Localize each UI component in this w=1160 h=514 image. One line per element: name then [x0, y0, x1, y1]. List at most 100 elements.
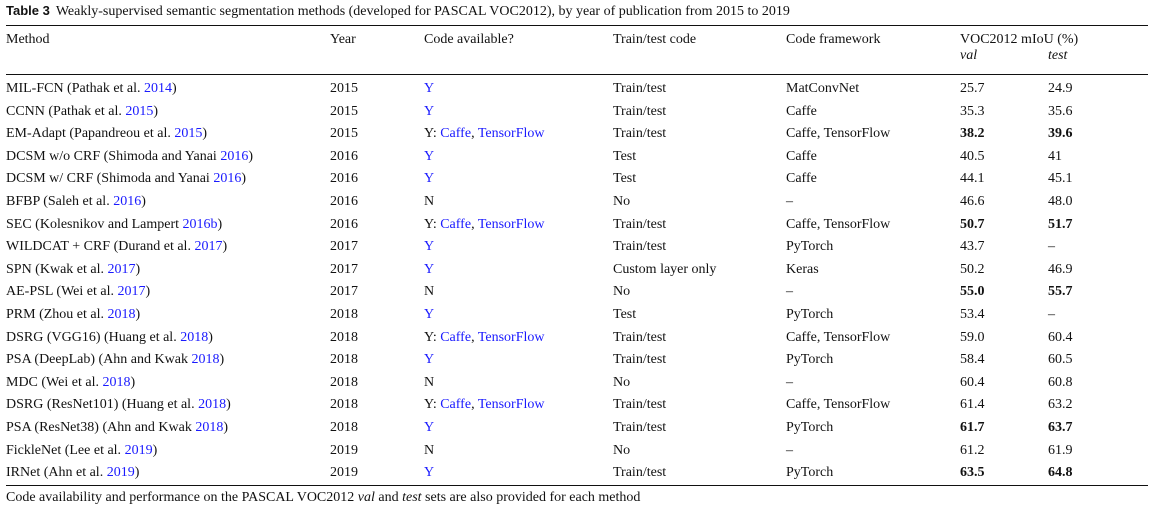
citation-link[interactable]: 2016 — [220, 148, 249, 164]
citation-link[interactable]: 2019 — [124, 442, 153, 458]
cell-val: 59.0 — [960, 329, 985, 345]
table-row: PRM (Zhou et al. 2018) 2018 Y Test PyTorch 53… — [0, 307, 1160, 329]
method-close-paren: ) — [241, 171, 246, 187]
code-link[interactable]: Caffe — [440, 216, 472, 232]
code-link[interactable]: Y — [424, 352, 435, 368]
code-link[interactable]: Y — [424, 239, 435, 255]
cell-year: 2015 — [330, 103, 358, 119]
table-row: DSRG (VGG16) (Huang et al. 2018) 2018 Y: C… — [0, 330, 1160, 352]
cell-framework: Caffe, TensorFlow — [786, 397, 891, 413]
cell-framework: Caffe — [786, 148, 817, 164]
code-link[interactable]: Y — [424, 81, 435, 96]
cell-year: 2018 — [330, 352, 358, 368]
table-caption: Table 3 Weakly-supervised semantic segmen… — [6, 3, 790, 20]
code-link[interactable]: Caffe — [440, 329, 472, 345]
code-link-2[interactable]: TensorFlow — [477, 216, 545, 232]
cell-code-available: N — [424, 375, 434, 391]
cell-year: 2016 — [330, 171, 358, 187]
code-prefix: N — [424, 374, 435, 390]
method-name: PRM (Zhou et al. — [6, 307, 108, 322]
citation-link[interactable]: 2017 — [117, 284, 146, 300]
table-caption-text: Weakly-supervised semantic segmentation … — [55, 4, 790, 19]
citation-link[interactable]: 2015 — [174, 126, 203, 142]
code-link-2[interactable]: TensorFlow — [477, 329, 545, 345]
cell-year: 2018 — [330, 397, 358, 413]
citation-link[interactable]: 2018 — [198, 397, 227, 413]
cell-method: FickleNet (Lee et al. 2019) — [6, 443, 157, 459]
cell-train-test: No — [613, 194, 631, 209]
cell-year: 2018 — [330, 329, 358, 345]
citation-link[interactable]: 2017 — [107, 261, 136, 277]
method-close-paren: ) — [248, 148, 253, 164]
cell-val: 50.2 — [960, 261, 985, 277]
cell-method: MIL-FCN (Pathak et al. 2014) — [6, 81, 177, 97]
code-link[interactable]: Y — [424, 307, 435, 322]
citation-link[interactable]: 2018 — [191, 352, 220, 368]
citation-link[interactable]: 2015 — [125, 103, 154, 119]
header-method: Method — [6, 32, 50, 47]
citation-link[interactable]: 2019 — [106, 465, 135, 481]
cell-val: 61.4 — [960, 397, 985, 413]
table-row: IRNet (Ahn et al. 2019) 2019 Y Train/test Py… — [0, 465, 1160, 487]
method-name: DCSM w/o CRF (Shimoda and Yanai — [6, 148, 221, 164]
table-row: EM-Adapt (Papandreou et al. 2015) 2015 Y: … — [0, 126, 1160, 148]
cell-train-test: Train/test — [613, 465, 667, 481]
cell-method: DSRG (VGG16) (Huang et al. 2018) — [6, 330, 213, 346]
cell-train-test: No — [613, 284, 631, 300]
code-link-2[interactable]: TensorFlow — [477, 397, 545, 413]
code-prefix: Y: — [424, 397, 441, 413]
code-link[interactable]: Caffe — [440, 126, 472, 142]
table-row: PSA (ResNet38) (Ahn and Kwak 2018) 2018 Y T… — [0, 420, 1160, 442]
cell-val: 50.7 — [960, 216, 985, 232]
code-separator: , — [471, 329, 478, 345]
citation-link[interactable]: 2018 — [180, 329, 209, 345]
cell-val: 60.4 — [960, 374, 985, 390]
cell-train-test: Train/test — [613, 397, 667, 413]
table-footnote: Code availability and performance on the… — [6, 490, 640, 506]
cell-train-test: Train/test — [613, 239, 667, 255]
table-row: DCSM w/o CRF (Shimoda and Yanai 2016) 201… — [0, 149, 1160, 171]
cell-train-test: Custom layer only — [613, 261, 717, 277]
citation-link[interactable]: 2018 — [107, 307, 136, 322]
method-name: CCNN (Pathak et al. — [6, 103, 126, 119]
citation-link[interactable]: 2018 — [102, 374, 131, 390]
code-link[interactable]: Y — [424, 420, 435, 435]
code-link[interactable]: Y — [424, 465, 435, 481]
cell-code-available: Y — [424, 420, 434, 436]
cell-method: DCSM w/ CRF (Shimoda and Yanai 2016) — [6, 171, 246, 187]
code-link[interactable]: Y — [424, 171, 435, 187]
code-link-2[interactable]: TensorFlow — [477, 126, 545, 142]
citation-link[interactable]: 2018 — [195, 420, 224, 435]
code-separator: , — [471, 397, 478, 413]
code-link[interactable]: Y — [424, 261, 435, 277]
citation-link[interactable]: 2017 — [194, 239, 223, 255]
cell-method: DCSM w/o CRF (Shimoda and Yanai 2016) — [6, 149, 253, 165]
code-separator: , — [471, 126, 478, 142]
method-close-paren: ) — [153, 103, 159, 119]
code-link[interactable]: Caffe — [440, 397, 472, 413]
cell-method: IRNet (Ahn et al. 2019) — [6, 465, 139, 481]
cell-year: 2017 — [330, 261, 358, 277]
citation-link[interactable]: 2016 — [213, 171, 242, 187]
method-name: SEC (Kolesnikov and Lampert — [6, 216, 183, 232]
code-link[interactable]: Y — [424, 148, 435, 164]
method-name: DSRG (VGG16) (Huang et al. — [6, 329, 181, 345]
cell-code-available: Y: Caffe, TensorFlow — [424, 397, 545, 413]
table-row: BFBP (Saleh et al. 2016) 2016 N No –46.6 48.0 — [0, 194, 1160, 216]
method-close-paren: ) — [134, 465, 140, 481]
code-link[interactable]: Y — [424, 103, 435, 119]
citation-link[interactable]: 2016 — [113, 194, 142, 209]
cell-code-available: Y — [424, 239, 434, 255]
citation-link[interactable]: 2016b — [182, 216, 218, 232]
cell-method: CCNN (Pathak et al. 2015) — [6, 104, 158, 120]
method-name: IRNet (Ahn et al. — [6, 465, 107, 481]
header-rule — [6, 74, 1148, 75]
cell-method: AE-PSL (Wei et al. 2017) — [6, 284, 150, 300]
table-row: DSRG (ResNet101) (Huang et al. 2018) 2018… — [0, 397, 1160, 419]
cell-train-test: Train/test — [613, 329, 667, 345]
citation-link[interactable]: 2014 — [144, 81, 173, 96]
cell-code-available: Y: Caffe, TensorFlow — [424, 126, 545, 142]
method-name: MIL-FCN (Pathak et al. — [6, 81, 145, 96]
cell-method: MDC (Wei et al. 2018) — [6, 375, 135, 391]
cell-code-available: Y — [424, 171, 434, 187]
